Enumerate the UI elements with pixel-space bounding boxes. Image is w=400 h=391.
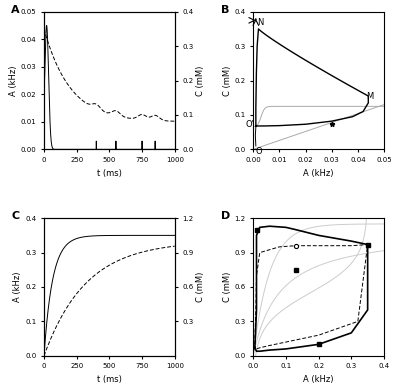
X-axis label: A (kHz): A (kHz) — [303, 169, 334, 178]
Text: O: O — [256, 147, 262, 156]
X-axis label: t (ms): t (ms) — [97, 169, 122, 178]
Text: N: N — [257, 18, 264, 27]
Text: M: M — [366, 91, 373, 100]
Y-axis label: C (mM): C (mM) — [196, 272, 206, 302]
Y-axis label: C (mM): C (mM) — [196, 65, 206, 96]
Y-axis label: A (kHz): A (kHz) — [13, 272, 22, 302]
Text: O': O' — [246, 120, 254, 129]
Y-axis label: C (mM): C (mM) — [222, 65, 232, 96]
Y-axis label: A (kHz): A (kHz) — [9, 65, 18, 96]
Text: C: C — [11, 211, 20, 221]
Text: A: A — [11, 5, 20, 15]
Text: B: B — [220, 5, 229, 15]
Text: D: D — [220, 211, 230, 221]
X-axis label: A (kHz): A (kHz) — [303, 375, 334, 384]
Y-axis label: C (mM): C (mM) — [222, 272, 232, 302]
X-axis label: t (ms): t (ms) — [97, 375, 122, 384]
